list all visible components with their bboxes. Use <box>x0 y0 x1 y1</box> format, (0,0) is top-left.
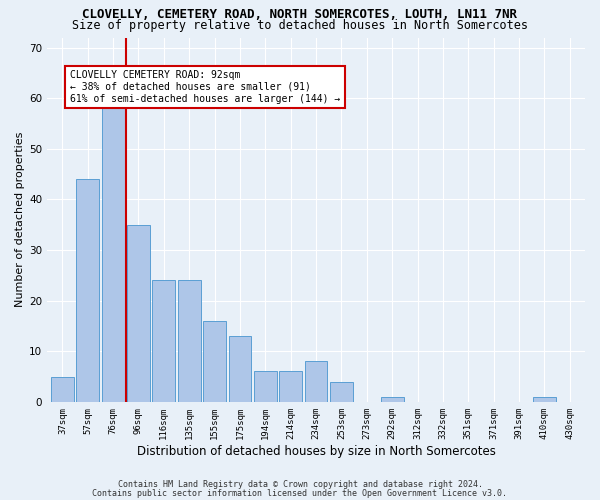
Bar <box>305 362 328 402</box>
Bar <box>229 336 251 402</box>
Bar <box>533 397 556 402</box>
Bar <box>203 321 226 402</box>
Bar <box>51 376 74 402</box>
Bar <box>127 224 150 402</box>
Bar <box>76 179 99 402</box>
Y-axis label: Number of detached properties: Number of detached properties <box>15 132 25 308</box>
X-axis label: Distribution of detached houses by size in North Somercotes: Distribution of detached houses by size … <box>137 444 496 458</box>
Bar <box>330 382 353 402</box>
Bar <box>254 372 277 402</box>
Text: Contains public sector information licensed under the Open Government Licence v3: Contains public sector information licen… <box>92 488 508 498</box>
Text: CLOVELLY, CEMETERY ROAD, NORTH SOMERCOTES, LOUTH, LN11 7NR: CLOVELLY, CEMETERY ROAD, NORTH SOMERCOTE… <box>83 8 517 20</box>
Bar <box>279 372 302 402</box>
Bar <box>381 397 404 402</box>
Bar <box>178 280 200 402</box>
Bar <box>101 104 125 402</box>
Text: Contains HM Land Registry data © Crown copyright and database right 2024.: Contains HM Land Registry data © Crown c… <box>118 480 482 489</box>
Text: Size of property relative to detached houses in North Somercotes: Size of property relative to detached ho… <box>72 19 528 32</box>
Text: CLOVELLY CEMETERY ROAD: 92sqm
← 38% of detached houses are smaller (91)
61% of s: CLOVELLY CEMETERY ROAD: 92sqm ← 38% of d… <box>70 70 340 104</box>
Bar <box>152 280 175 402</box>
